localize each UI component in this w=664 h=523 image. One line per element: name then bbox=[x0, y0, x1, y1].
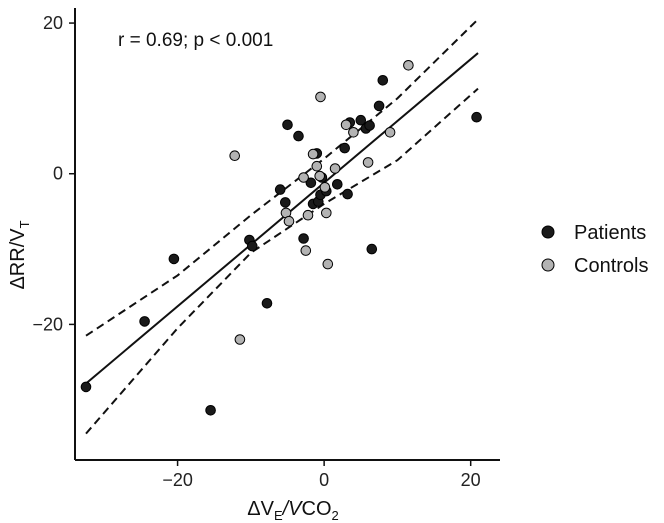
point-patients bbox=[282, 119, 293, 131]
point-patients bbox=[168, 253, 180, 265]
point-controls bbox=[298, 172, 309, 183]
point-patients bbox=[364, 120, 375, 131]
point-patients bbox=[80, 381, 92, 393]
point-controls bbox=[234, 334, 246, 345]
ci-lower-line bbox=[85, 87, 479, 435]
legend-label-controls: Controls bbox=[574, 255, 648, 277]
regression-layer bbox=[85, 18, 479, 435]
point-controls bbox=[384, 127, 396, 138]
point-patients bbox=[377, 75, 389, 86]
point-patients bbox=[247, 240, 258, 252]
y-tick-label: 20 bbox=[43, 13, 63, 33]
y-tick-label: 0 bbox=[53, 164, 63, 184]
point-controls bbox=[229, 150, 240, 161]
axes-layer bbox=[74, 8, 500, 461]
legend-marker-patients bbox=[541, 225, 555, 239]
ci-upper-line bbox=[85, 18, 479, 337]
point-controls bbox=[321, 207, 332, 219]
point-controls bbox=[314, 170, 326, 182]
point-patients bbox=[342, 188, 353, 200]
point-patients bbox=[355, 114, 367, 126]
point-controls bbox=[315, 91, 326, 103]
point-patients bbox=[261, 298, 273, 309]
point-controls bbox=[362, 157, 374, 168]
point-controls bbox=[302, 209, 314, 221]
point-controls bbox=[283, 215, 295, 227]
x-tick-label: 0 bbox=[319, 470, 329, 490]
point-patients bbox=[305, 177, 317, 189]
point-patients bbox=[471, 111, 482, 123]
x-axis-title: ΔVE/VCO2 bbox=[247, 498, 339, 523]
point-patients bbox=[280, 197, 291, 208]
point-patients bbox=[366, 243, 378, 255]
x-tick-label: 20 bbox=[461, 470, 481, 490]
point-controls bbox=[319, 182, 331, 193]
point-patients bbox=[298, 233, 309, 244]
point-controls bbox=[403, 60, 414, 71]
point-controls bbox=[348, 127, 359, 138]
point-controls bbox=[300, 245, 312, 256]
point-patients bbox=[139, 316, 150, 327]
x-tick-label: −20 bbox=[162, 470, 193, 490]
point-controls bbox=[311, 160, 323, 172]
point-patients bbox=[373, 100, 385, 112]
legend-marker-controls bbox=[541, 258, 555, 272]
regression-line bbox=[85, 52, 479, 385]
y-axis-title: ΔRR/VT bbox=[7, 220, 32, 289]
y-tick-label: −20 bbox=[32, 314, 63, 334]
legend-label-patients: Patients bbox=[574, 222, 646, 244]
point-patients bbox=[205, 405, 216, 416]
correlation-annotation: r = 0.69; p < 0.001 bbox=[118, 30, 273, 51]
point-controls bbox=[322, 258, 334, 270]
ticks-layer: −20 0 20 −20 0 20 bbox=[32, 13, 480, 490]
point-controls bbox=[340, 119, 352, 131]
legend: Patients Controls bbox=[541, 222, 648, 277]
point-controls bbox=[329, 163, 341, 174]
point-patients bbox=[293, 130, 304, 142]
point-controls bbox=[307, 148, 319, 160]
point-patients bbox=[274, 184, 286, 195]
point-patients bbox=[339, 142, 351, 154]
points-layer bbox=[80, 60, 482, 416]
point-patients bbox=[332, 179, 343, 190]
